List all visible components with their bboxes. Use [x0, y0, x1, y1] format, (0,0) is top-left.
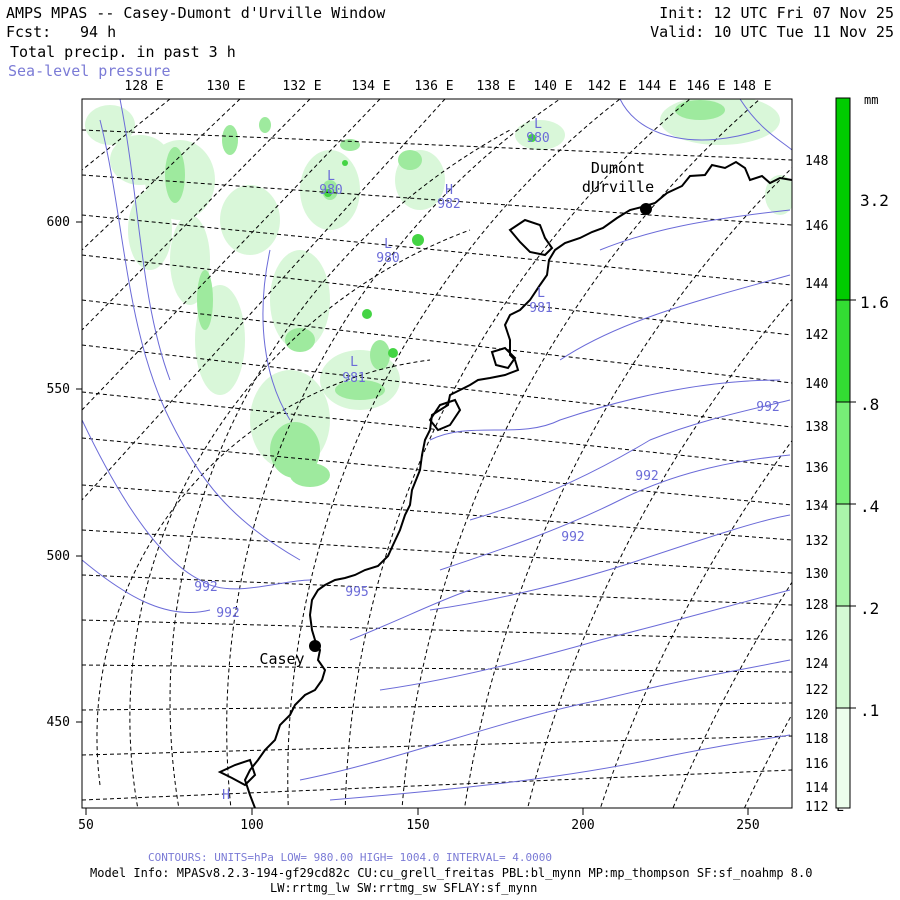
- legend-level: .2: [860, 599, 879, 618]
- pressure-center-letter: L: [327, 169, 335, 184]
- pressure-center-value: 982: [437, 197, 460, 212]
- legend-level: .4: [860, 497, 879, 516]
- legend-level: .8: [860, 395, 879, 414]
- x-tick-label: 100: [240, 818, 263, 833]
- station-marker-casey: [309, 640, 321, 652]
- y-tick-label: 450: [47, 715, 70, 730]
- model-info: Model Info: MPASv8.2.3-194-gf29cd82c CU:…: [90, 866, 813, 880]
- station-marker-dumont: [640, 203, 652, 215]
- x-axis-ticks: 50 100 150 200 250: [78, 808, 760, 833]
- forecast-hour: 94 h: [80, 23, 117, 41]
- pressure-centers: L 980 L 980 H 982 L 980 L 981 L 981 H: [222, 117, 553, 803]
- y-tick-label: 550: [47, 382, 70, 397]
- top-longitude-labels: 128 E 130 E 132 E 134 E 136 E 138 E 140 …: [124, 79, 771, 94]
- pressure-center-letter: H: [445, 183, 453, 198]
- plot-frame: [81, 98, 793, 809]
- coastline: [217, 160, 792, 808]
- right-lon-label: 116 E: [805, 757, 844, 772]
- x-tick-label: 50: [78, 818, 94, 833]
- right-lon-label: 144 E: [805, 277, 844, 292]
- top-lon-label: 144 E: [637, 79, 676, 94]
- pressure-center-value: 980: [319, 183, 342, 198]
- right-lon-label: 136 E: [805, 461, 844, 476]
- right-lon-label: 146 E: [805, 219, 844, 234]
- y-tick-label: 600: [47, 215, 70, 230]
- contour-info: CONTOURS: UNITS=hPa LOW= 980.00 HIGH= 10…: [148, 851, 552, 864]
- legend-swatch: [836, 98, 850, 300]
- right-lon-label: 114 E: [805, 781, 844, 796]
- isobar-label: 992: [216, 606, 239, 621]
- pressure-center-value: 980: [376, 251, 399, 266]
- isobar-label: 992: [194, 580, 217, 595]
- pressure-center-letter: H: [222, 788, 230, 803]
- overlay-description: Sea-level pressure: [8, 62, 171, 80]
- y-tick-label: 500: [47, 549, 70, 564]
- right-lon-label: 138 E: [805, 420, 844, 435]
- top-lon-label: 140 E: [533, 79, 572, 94]
- top-lon-label: 138 E: [476, 79, 515, 94]
- right-lon-label: 134 E: [805, 499, 844, 514]
- right-lon-label: 126 E: [805, 629, 844, 644]
- top-lon-label: 132 E: [282, 79, 321, 94]
- forecast-label: Fcst:: [6, 23, 52, 41]
- legend-unit: mm: [864, 93, 878, 107]
- isobar-label: 992: [561, 530, 584, 545]
- x-tick-label: 150: [406, 818, 429, 833]
- pressure-center-value: 981: [529, 301, 552, 316]
- init-time: Init: 12 UTC Fri 07 Nov 25: [659, 4, 894, 22]
- right-lon-label: 124 E: [805, 657, 844, 672]
- right-longitude-labels: 148 E 146 E 144 E 142 E 140 E 138 E 136 …: [805, 154, 844, 815]
- legend-swatch: [836, 504, 850, 606]
- valid-time: Valid: 10 UTC Tue 11 Nov 25: [650, 23, 894, 41]
- right-lon-label: 148 E: [805, 154, 844, 169]
- legend-swatch: [836, 708, 850, 808]
- top-lon-label: 134 E: [351, 79, 390, 94]
- x-tick-label: 200: [571, 818, 594, 833]
- right-lon-label: 112 E: [805, 800, 844, 815]
- pressure-center-letter: L: [384, 237, 392, 252]
- legend-swatch: [836, 402, 850, 504]
- pressure-center-letter: L: [350, 355, 358, 370]
- isobar-labels: 992 992 992 992 992 995: [194, 400, 779, 621]
- top-lon-label: 128 E: [124, 79, 163, 94]
- isobar-label: 992: [635, 469, 658, 484]
- right-lon-label: 132 E: [805, 534, 844, 549]
- pressure-center-value: 980: [526, 131, 549, 146]
- station-name-casey: Casey: [259, 650, 304, 668]
- precip-legend: mm 3.2 1.6 .8 .4 .2 .1: [835, 93, 889, 809]
- isobar-label: 992: [756, 400, 779, 415]
- right-lon-label: 122 E: [805, 683, 844, 698]
- station-name-dumont: dUrville: [582, 178, 654, 196]
- top-lon-label: 136 E: [414, 79, 453, 94]
- top-lon-label: 130 E: [206, 79, 245, 94]
- lat-lon-grid: [82, 99, 792, 808]
- field-description: Total precip. in past 3 h: [10, 43, 236, 61]
- pressure-center-letter: L: [534, 117, 542, 132]
- right-lon-label: 140 E: [805, 377, 844, 392]
- physics-info: LW:rrtmg_lw SW:rrtmg_sw SFLAY:sf_mynn: [270, 881, 538, 895]
- map-title: AMPS MPAS -- Casey-Dumont d'Urville Wind…: [6, 4, 386, 22]
- pressure-center-letter: L: [537, 286, 545, 301]
- isobar-label: 995: [345, 585, 368, 600]
- right-lon-label: 130 E: [805, 567, 844, 582]
- right-lon-label: 142 E: [805, 328, 844, 343]
- pressure-center-value: 981: [342, 371, 365, 386]
- legend-level: 3.2: [860, 191, 889, 210]
- right-lon-label: 128 E: [805, 598, 844, 613]
- top-lon-label: 148 E: [732, 79, 771, 94]
- right-lon-label: 118 E: [805, 732, 844, 747]
- station-name-dumont: Dumont: [591, 159, 645, 177]
- stations: Dumont dUrville Casey: [259, 159, 654, 668]
- legend-level: .1: [860, 701, 879, 720]
- legend-level: 1.6: [860, 293, 889, 312]
- right-lon-label: 120 E: [805, 708, 844, 723]
- legend-swatch: [836, 300, 850, 402]
- top-lon-label: 146 E: [686, 79, 725, 94]
- x-tick-label: 250: [736, 818, 759, 833]
- legend-swatch: [836, 606, 850, 708]
- top-lon-label: 142 E: [587, 79, 626, 94]
- isobars: [82, 99, 792, 801]
- y-axis-ticks: 600 550 500 450: [47, 215, 82, 730]
